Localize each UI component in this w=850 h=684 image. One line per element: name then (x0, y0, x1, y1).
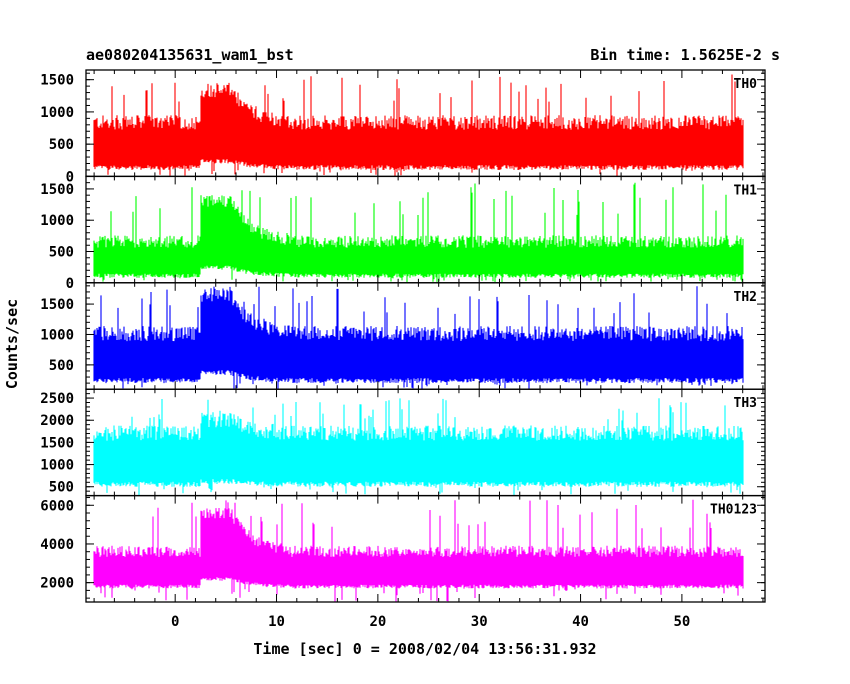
y-tick-label: 500 (49, 245, 74, 261)
panel-label: TH3 (734, 396, 757, 411)
y-tick-label: 2000 (40, 576, 74, 592)
panel-label: TH1 (734, 183, 758, 198)
panel-label: TH2 (734, 290, 757, 305)
y-tick-label: 1000 (40, 105, 74, 121)
y-tick-label: 1500 (40, 435, 74, 451)
y-tick-label: 1000 (40, 327, 74, 343)
series-trace-th0123 (93, 499, 744, 602)
x-tick-label: 20 (369, 614, 386, 630)
y-tick-label: 1500 (40, 297, 74, 313)
panel-frame (85, 494, 766, 603)
panel-th3: 500 1000 1500 2000 2500 TH3 (40, 388, 766, 497)
panel-label: TH0123 (710, 503, 757, 518)
y-tick-label: 2500 (40, 391, 74, 407)
y-tick-label: 500 (49, 480, 74, 496)
series-trace-th3 (93, 398, 744, 496)
y-tick-label: 6000 (40, 498, 74, 514)
x-axis-label: Time [sec] 0 = 2008/02/04 13:56:31.932 (253, 640, 596, 658)
series-trace-th2 (93, 286, 744, 389)
panel-th0123: 2000 4000 6000 TH0123 (40, 494, 766, 603)
x-tick-label: 40 (572, 614, 589, 630)
y-tick-label: 1500 (40, 182, 74, 198)
y-tick-label: 4000 (40, 537, 74, 553)
y-axis-label: Counts/sec (3, 299, 21, 389)
y-tick-label: 2000 (40, 413, 74, 429)
panel-label: TH0 (734, 77, 758, 92)
x-tick-label: 10 (268, 614, 285, 630)
y-tick-label: 0 (66, 169, 74, 185)
x-tick-label: 50 (673, 614, 690, 630)
y-tick-label: 1000 (40, 213, 74, 229)
x-tick-label: 0 (171, 614, 179, 630)
x-tick-label: 30 (471, 614, 488, 630)
series-trace-th0 (93, 74, 744, 177)
y-tick-label: 500 (49, 137, 74, 153)
series-trace-th1 (93, 182, 744, 283)
chart-title: ae080204135631_wam1_bst (86, 46, 294, 64)
panel-th2: 500 1000 1500 TH2 (40, 282, 766, 390)
y-tick-label: 1500 (40, 73, 74, 89)
y-tick-label: 500 (49, 358, 74, 374)
bin-time-label: Bin time: 1.5625E-2 s (590, 46, 780, 64)
y-tick-label: 0 (66, 276, 74, 292)
panel-th0: 0 500 1000 1500 TH0 (40, 69, 766, 185)
y-tick-label: 1000 (40, 458, 74, 474)
panel-th1: 0 500 1000 1500 TH1 (40, 175, 766, 292)
